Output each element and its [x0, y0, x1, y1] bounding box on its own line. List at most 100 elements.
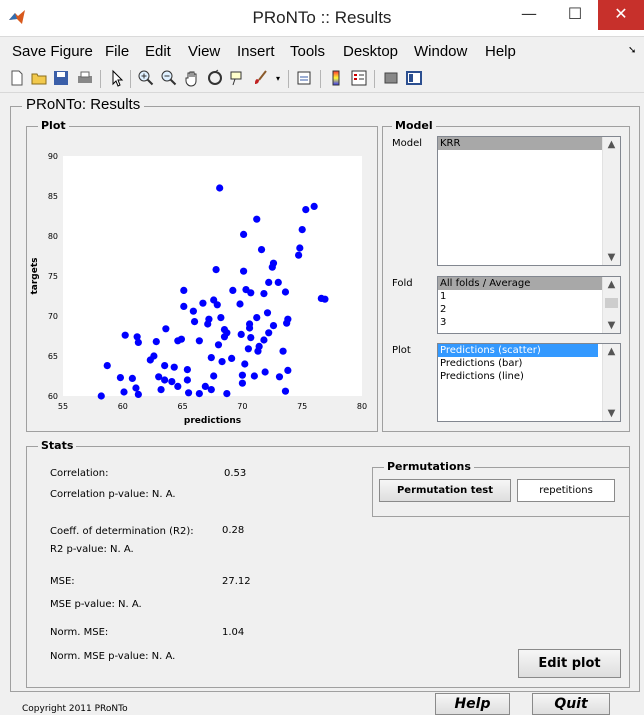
scroll-up-icon[interactable]: ▲ [607, 279, 616, 290]
data-point [284, 315, 292, 323]
correlation-p-value: Correlation p-value: N. A. [50, 489, 176, 500]
fold-scroll-thumb[interactable] [605, 298, 618, 308]
data-point [236, 300, 244, 308]
quit-button[interactable]: Quit [532, 693, 610, 715]
menu-tools[interactable]: Tools [290, 43, 326, 60]
link-icon[interactable] [296, 69, 314, 87]
scroll-up-icon[interactable]: ▲ [607, 139, 616, 150]
print-icon[interactable] [76, 69, 94, 87]
data-point [134, 338, 142, 346]
menu-save-figure[interactable]: Save Figure [12, 43, 93, 60]
open-folder-icon[interactable] [30, 69, 48, 87]
plot-item-line[interactable]: Predictions (line) [440, 371, 524, 382]
model-scrollbar[interactable]: ▲ ▼ [602, 137, 620, 265]
plot-item-bar[interactable]: Predictions (bar) [440, 358, 523, 369]
data-point [269, 259, 278, 267]
data-point [134, 390, 142, 398]
plot-type-listbox[interactable]: Predictions (scatter) Predictions (bar) … [437, 343, 621, 422]
fold-item-2[interactable]: 2 [440, 304, 447, 315]
data-point [274, 278, 282, 286]
data-point [180, 286, 188, 294]
model-listbox[interactable]: KRR ▲ ▼ [437, 136, 621, 266]
menu-insert[interactable]: Insert [237, 43, 275, 60]
model-item-krr[interactable]: KRR [438, 137, 620, 150]
scroll-down-icon[interactable]: ▼ [607, 252, 616, 263]
menu-desktop[interactable]: Desktop [343, 43, 399, 60]
scroll-up-icon[interactable]: ▲ [607, 346, 616, 357]
data-cursor-icon[interactable] [229, 69, 247, 87]
data-point [116, 374, 125, 382]
plot-type-scrollbar[interactable]: ▲ ▼ [602, 344, 620, 421]
y-axis-label: targets [30, 257, 40, 294]
repetitions-input[interactable]: repetitions [517, 479, 615, 502]
scroll-down-icon[interactable]: ▼ [607, 320, 616, 331]
colorbar-icon[interactable] [327, 69, 345, 87]
menu-help[interactable]: Help [485, 43, 516, 60]
edit-plot-button[interactable]: Edit plot [518, 649, 621, 678]
menu-edit[interactable]: Edit [145, 43, 171, 60]
plot-item-scatter[interactable]: Predictions (scatter) [438, 344, 598, 357]
x-tick-label: 70 [237, 402, 247, 411]
data-point [170, 363, 178, 371]
pointer-icon[interactable] [108, 69, 126, 87]
model-label: Model [392, 138, 423, 149]
fold-item-3[interactable]: 3 [440, 317, 447, 328]
menu-view[interactable]: View [188, 43, 221, 60]
data-point [133, 333, 141, 341]
zoom-out-icon[interactable] [160, 69, 178, 87]
data-point [161, 362, 169, 370]
menu-file[interactable]: File [105, 43, 130, 60]
data-point [260, 336, 268, 344]
show-plot-tools-icon[interactable] [405, 69, 423, 87]
data-point [284, 366, 292, 374]
data-point [257, 246, 266, 254]
data-point [190, 318, 199, 326]
save-icon[interactable] [52, 69, 70, 87]
scroll-down-icon[interactable]: ▼ [607, 408, 616, 419]
menu-bar: Save Figure File Edit View Insert Tools … [0, 37, 644, 65]
brush-dropdown-icon[interactable]: ▾ [276, 74, 281, 83]
data-point [103, 362, 111, 370]
x-tick-label: 65 [178, 402, 188, 411]
fold-item-1[interactable]: 1 [440, 291, 447, 302]
help-button[interactable]: Help [435, 693, 510, 715]
fold-item-average[interactable]: All folds / Average [438, 277, 620, 290]
menu-window[interactable]: Window [414, 43, 468, 60]
data-point [279, 347, 287, 355]
stats-group [26, 446, 630, 688]
nmse-p-value: Norm. MSE p-value: N. A. [50, 651, 176, 662]
data-point [253, 314, 261, 322]
panel-title: PRoNTo: Results [22, 96, 145, 113]
data-point [269, 322, 278, 330]
menu-dock-arrow-icon[interactable]: ➘ [628, 45, 637, 56]
data-point [298, 226, 306, 234]
data-point [150, 352, 158, 360]
data-point [260, 290, 268, 298]
fold-scrollbar[interactable]: ▲ ▼ [602, 277, 620, 333]
data-point [244, 345, 252, 353]
brush-icon[interactable] [252, 69, 270, 87]
minimize-button[interactable]: — [521, 4, 537, 23]
r2-p-value: R2 p-value: N. A. [50, 544, 134, 555]
rotate-3d-icon[interactable] [206, 69, 224, 87]
permutation-test-button[interactable]: Permutation test [379, 479, 511, 502]
zoom-in-icon[interactable] [137, 69, 155, 87]
data-point [180, 302, 188, 310]
y-tick-label: 60 [48, 392, 58, 401]
fold-listbox[interactable]: All folds / Average 1 2 3 ▲ ▼ [437, 276, 621, 334]
data-point [207, 354, 215, 362]
data-point [281, 288, 290, 296]
data-point [132, 384, 140, 392]
r2-label: Coeff. of determination (R2): [50, 526, 194, 537]
legend-icon[interactable] [350, 69, 368, 87]
data-point [238, 379, 246, 387]
stats-group-title: Stats [38, 439, 77, 452]
data-point [168, 378, 176, 386]
hide-plot-tools-icon[interactable] [382, 69, 400, 87]
maximize-button[interactable]: ☐ [567, 4, 583, 23]
pan-hand-icon[interactable] [183, 69, 201, 87]
close-button[interactable]: ✕ [598, 0, 644, 30]
new-file-icon[interactable] [8, 69, 26, 87]
matlab-logo-icon [9, 10, 25, 24]
